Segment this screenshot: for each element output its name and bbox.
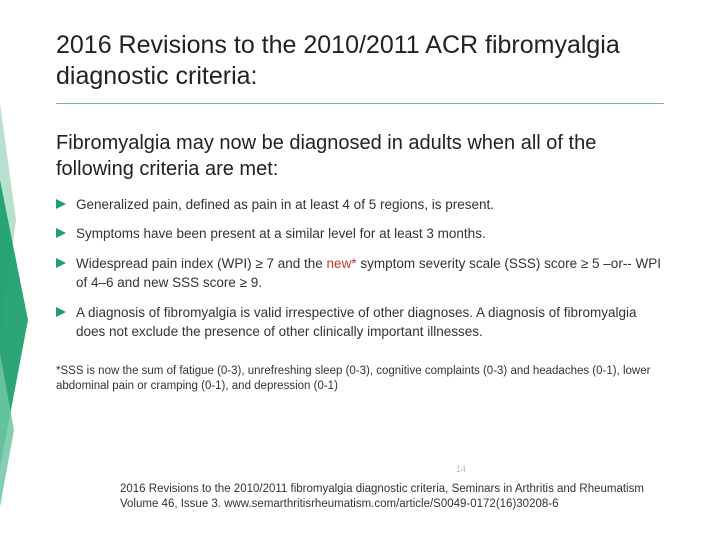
list-item: A diagnosis of fibromyalgia is valid irr… [56,304,664,342]
list-item-text: Generalized pain, defined as pain in at … [76,197,494,212]
bullet-list: Generalized pain, defined as pain in at … [56,196,664,342]
bullet-arrow-icon [56,199,66,209]
bullet-arrow-icon [56,307,66,317]
footnote: *SSS is now the sum of fatigue (0-3), un… [56,364,664,395]
bullet-arrow-icon [56,228,66,238]
list-item-text: Widespread pain index (WPI) ≥ 7 and the … [76,256,661,290]
slide-subheading: Fibromyalgia may now be diagnosed in adu… [56,130,664,182]
page-number: 14 [456,464,466,474]
list-item-text: Symptoms have been present at a similar … [76,226,486,241]
highlight-new: new* [327,256,357,271]
slide-title: 2016 Revisions to the 2010/2011 ACR fibr… [56,30,664,93]
citation: 2016 Revisions to the 2010/2011 fibromya… [120,482,664,512]
list-item: Widespread pain index (WPI) ≥ 7 and the … [56,255,664,293]
title-underline [56,103,664,104]
slide: 2016 Revisions to the 2010/2011 ACR fibr… [0,0,720,540]
side-accent-graphic [0,0,34,540]
bullet-arrow-icon [56,258,66,268]
text-fragment: Widespread pain index (WPI) ≥ 7 and the [76,256,327,271]
list-item: Symptoms have been present at a similar … [56,225,664,244]
list-item-text: A diagnosis of fibromyalgia is valid irr… [76,305,637,339]
list-item: Generalized pain, defined as pain in at … [56,196,664,215]
